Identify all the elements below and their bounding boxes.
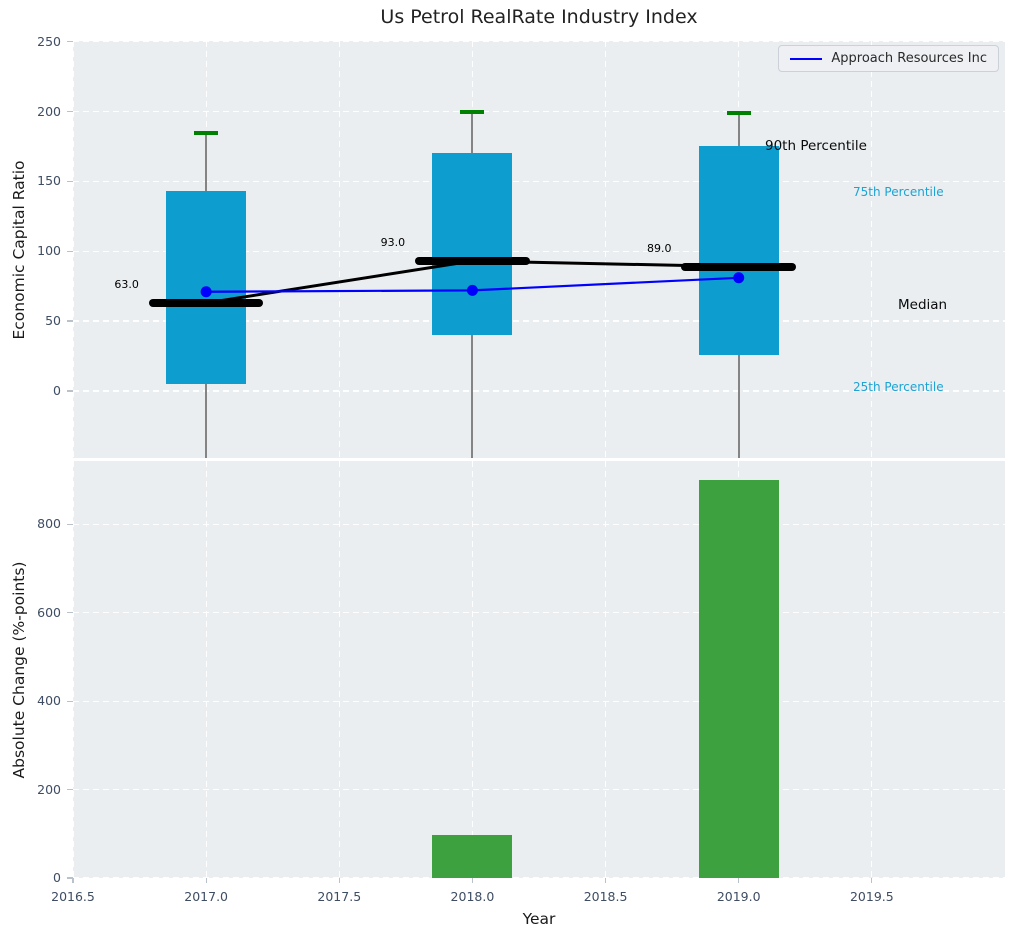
x-tick-mark xyxy=(471,878,474,883)
gridline-v xyxy=(338,41,340,458)
y-tick-mark xyxy=(67,41,73,43)
top-plot-area: Approach Resources Inc 90th Percentile 7… xyxy=(73,41,1005,458)
iqr-box-2018 xyxy=(432,153,513,336)
lines-layer xyxy=(200,259,745,305)
y-tick-label: 200 xyxy=(37,103,61,119)
gridline-h xyxy=(73,320,1005,322)
company-marker-2019 xyxy=(733,272,745,284)
y-tick-label: 0 xyxy=(53,382,61,398)
bottom-y-axis-label: Absolute Change (%-points) xyxy=(10,561,28,779)
x-tick-mark xyxy=(205,878,207,883)
median-bar-2018 xyxy=(415,257,530,266)
y-tick-label: 0 xyxy=(53,870,61,885)
gridline-h xyxy=(73,180,1005,182)
median-bar-2017 xyxy=(148,298,264,307)
gridline-h xyxy=(73,877,1005,878)
gridline-h xyxy=(73,788,1005,791)
company-marker-2018 xyxy=(466,284,478,296)
p90-cap-2017 xyxy=(194,130,219,135)
annotation-75th-percentile: 75th Percentile xyxy=(853,185,944,199)
gridline-v xyxy=(604,41,607,458)
bottom-plot-area xyxy=(73,461,1005,878)
x-tick-label: 2018.0 xyxy=(450,889,495,904)
annotation-90th-percentile: 90th Percentile xyxy=(765,138,867,154)
gridline-h xyxy=(73,612,1005,614)
legend: Approach Resources Inc xyxy=(778,45,999,72)
legend-line-icon xyxy=(790,57,823,60)
change-bar-2019 xyxy=(698,480,779,878)
y-tick-label: 200 xyxy=(37,781,61,797)
y-tick-label: 400 xyxy=(37,693,61,709)
gridline-h xyxy=(73,41,1005,43)
x-tick-label: 2019.0 xyxy=(716,889,761,904)
y-tick-mark xyxy=(67,180,73,182)
chart-title: Us Petrol RealRate Industry Index xyxy=(380,6,698,28)
gridline-v xyxy=(73,41,74,458)
gridline-v xyxy=(338,461,340,878)
gridline-h xyxy=(73,250,1005,252)
company-marker-2017 xyxy=(200,286,212,298)
x-tick-mark xyxy=(871,878,873,883)
annotation-median: Median xyxy=(898,297,948,313)
y-tick-mark xyxy=(67,110,73,113)
x-tick-mark xyxy=(338,878,340,883)
y-tick-label: 150 xyxy=(37,173,61,189)
y-tick-label: 800 xyxy=(37,516,61,532)
y-tick-mark xyxy=(67,390,73,392)
gridline-v xyxy=(871,461,873,878)
x-axis-label: Year xyxy=(522,910,556,928)
gridline-v xyxy=(471,461,474,878)
x-tick-mark xyxy=(72,878,74,883)
y-tick-label: 250 xyxy=(37,33,61,49)
y-tick-label: 50 xyxy=(45,313,61,329)
gridline-v xyxy=(73,461,74,878)
y-tick-mark xyxy=(67,523,73,525)
annotation-25th-percentile: 25th Percentile xyxy=(853,380,944,394)
y-tick-label: 100 xyxy=(37,243,61,259)
gridline-h xyxy=(73,523,1005,525)
y-tick-mark xyxy=(67,788,73,791)
x-tick-mark xyxy=(604,878,607,883)
median-value-label-2017: 63.0 xyxy=(114,277,139,291)
gridline-v xyxy=(604,461,607,878)
gridline-h xyxy=(73,700,1005,702)
p90-cap-2019 xyxy=(726,110,751,115)
gridline-v xyxy=(871,41,873,458)
x-tick-label: 2017.5 xyxy=(317,889,362,904)
p90-cap-2018 xyxy=(460,109,485,114)
x-tick-label: 2019.5 xyxy=(849,889,894,904)
gridline-h xyxy=(73,110,1005,113)
gridline-v xyxy=(205,461,207,878)
y-tick-mark xyxy=(67,250,73,252)
change-bar-2018 xyxy=(432,835,513,878)
y-tick-label: 600 xyxy=(37,604,61,620)
gridline-h xyxy=(73,390,1005,392)
y-tick-mark xyxy=(67,700,73,702)
median-value-label-2019: 89.0 xyxy=(646,241,672,255)
x-tick-label: 2016.5 xyxy=(51,889,95,904)
x-tick-mark xyxy=(738,878,740,883)
x-tick-label: 2017.0 xyxy=(184,889,229,904)
median-value-label-2018: 93.0 xyxy=(380,236,406,250)
y-tick-mark xyxy=(67,612,73,614)
y-tick-mark xyxy=(67,877,73,879)
median-bar-2019 xyxy=(681,262,796,271)
iqr-box-2019 xyxy=(698,146,779,355)
legend-label: Approach Resources Inc xyxy=(831,51,987,66)
y-tick-mark xyxy=(67,320,73,322)
x-tick-label: 2018.5 xyxy=(583,889,628,904)
